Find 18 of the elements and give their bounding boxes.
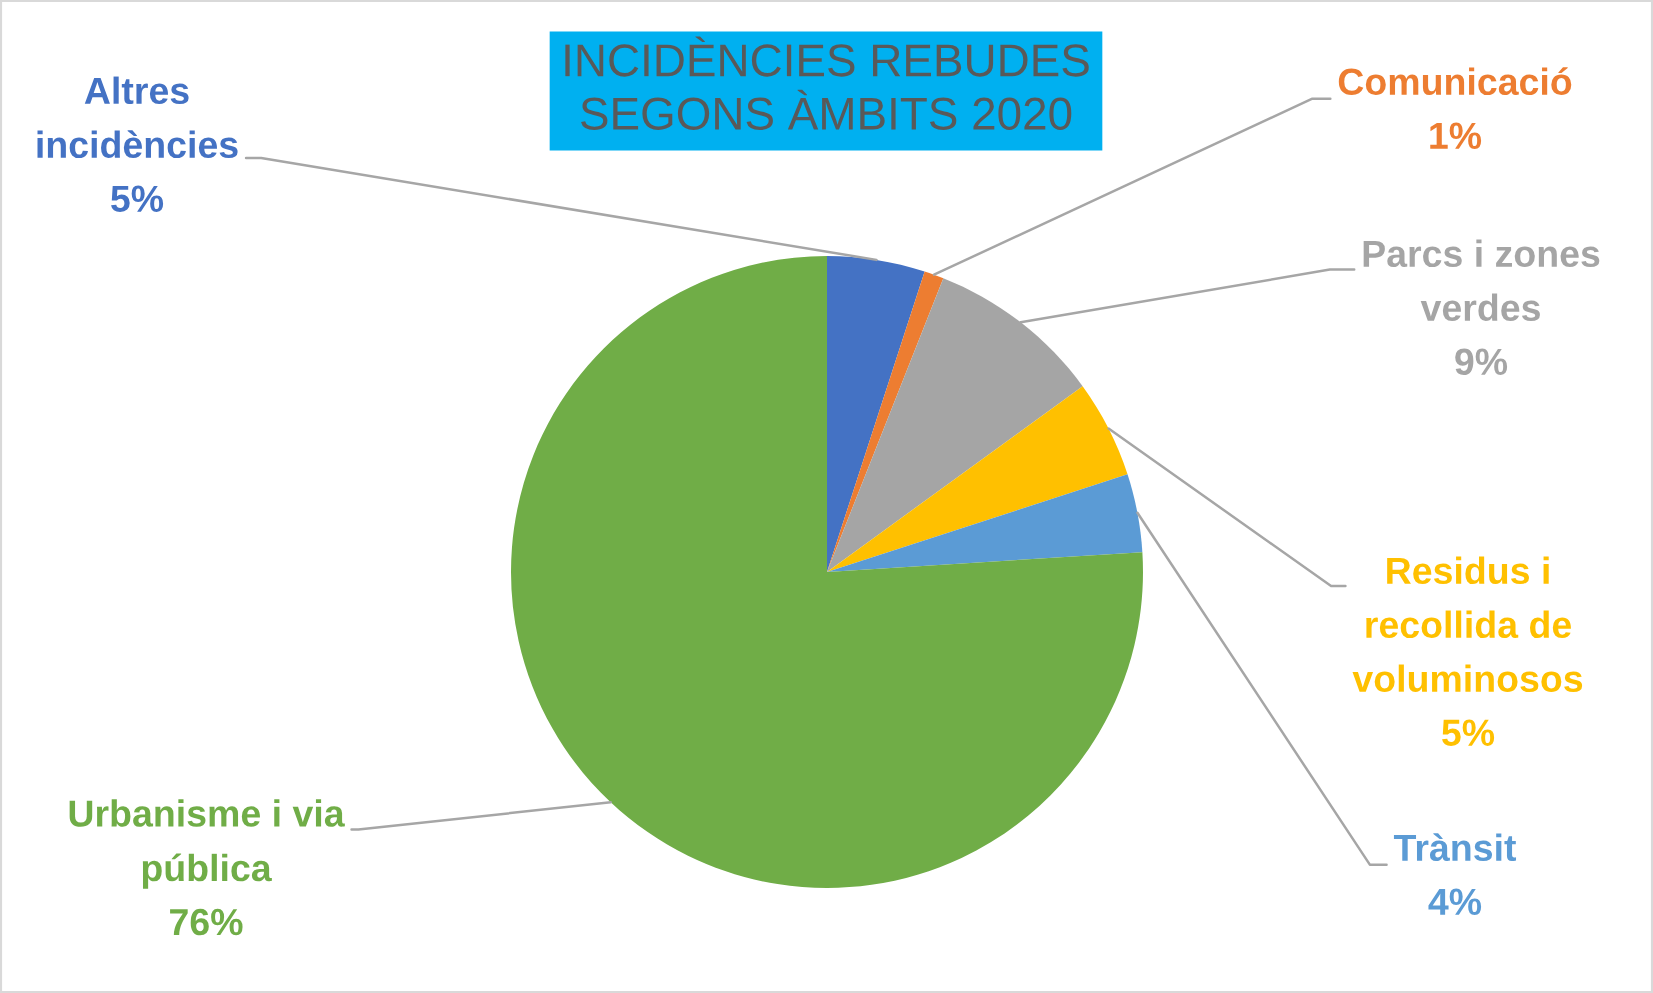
slice-label: Trànsit [1393,833,1517,862]
slice-label: Comunicació [1338,67,1572,96]
pie-slice [827,256,925,572]
pie-slice [511,256,1143,888]
slice-label: Urbanisme i via pública [69,799,345,889]
slice-label: Residus i recollida de voluminosos [1352,556,1583,693]
data-label: 76% [170,908,243,936]
slice-label: Altres incidències [37,76,238,159]
chart-title: INCIDÈNCIES REBUDES SEGONS ÀMBITS 2020 [565,36,1089,130]
data-label: 4% [1428,888,1482,915]
data-label: 1% [1430,122,1482,149]
data-label: 5% [111,185,164,213]
pie-slice [827,386,1128,572]
pie-slice [827,271,944,572]
data-label: 5% [1442,719,1495,747]
data-label: 9% [1455,348,1508,376]
slice-label: Parcs i zones verdes [1363,239,1600,322]
pie-slice [827,474,1143,572]
